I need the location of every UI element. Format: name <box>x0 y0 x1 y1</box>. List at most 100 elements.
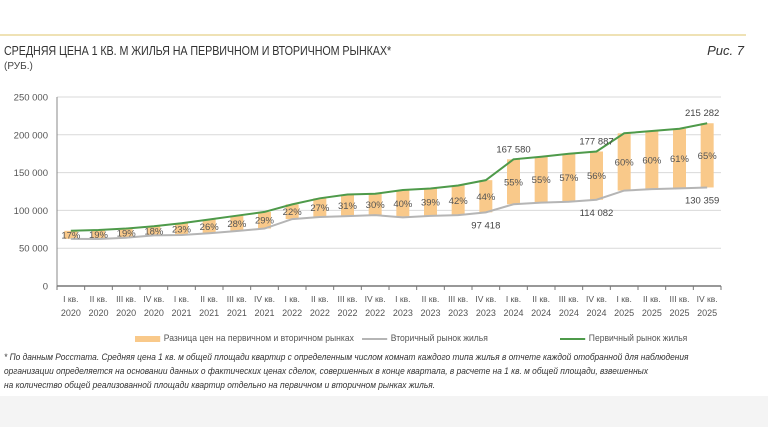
x-tick-label: II кв. <box>311 294 329 304</box>
legend-swatch-primary <box>560 337 586 340</box>
x-tick-label: IV кв. <box>365 294 386 304</box>
x-tick-label: I кв. <box>617 294 632 304</box>
legend-diff: Разница цен на первичном и вторичном рын… <box>135 333 354 344</box>
x-tick-label: 2024 <box>586 308 606 318</box>
x-tick-label: 2023 <box>393 308 413 318</box>
difference-label: 23% <box>172 225 192 236</box>
difference-label: 40% <box>393 199 413 210</box>
difference-label: 30% <box>366 200 386 211</box>
x-tick-label: 2020 <box>88 308 108 318</box>
difference-label: 60% <box>615 157 635 168</box>
footnote-line: на количество общей реализованной площад… <box>4 380 436 391</box>
difference-label: 26% <box>200 222 220 233</box>
x-tick-label: III кв. <box>337 294 357 304</box>
difference-label: 60% <box>642 156 662 167</box>
x-tick-label: IV кв. <box>697 294 718 304</box>
difference-bar <box>258 211 271 229</box>
top-divider <box>0 34 746 36</box>
footnote-line: * По данным Росстата. Средняя цена 1 кв.… <box>4 352 689 363</box>
difference-bar <box>175 223 188 235</box>
difference-label: 55% <box>504 177 524 188</box>
x-tick-label: I кв. <box>395 294 410 304</box>
difference-bar <box>507 159 520 205</box>
x-tick-label: I кв. <box>174 294 189 304</box>
legend-label-diff: Разница цен на первичном и вторичном рын… <box>163 333 354 344</box>
x-tick-label: 2024 <box>503 308 523 318</box>
x-tick-label: 2025 <box>642 308 662 318</box>
x-tick-label: IV кв. <box>475 294 496 304</box>
value-annotation: 167 580 <box>496 144 530 155</box>
footnote: * По данным Росстата. Средняя цена 1 кв.… <box>4 351 726 393</box>
x-tick-label: III кв. <box>448 294 468 304</box>
difference-bar <box>92 230 105 239</box>
difference-bar <box>147 226 161 236</box>
value-annotation: 97 418 <box>471 220 500 231</box>
x-tick-label: 2020 <box>61 308 81 318</box>
difference-bar <box>64 230 78 239</box>
chart: 0 50 000 100 000 150 000 200 000 250 000 I кв.… <box>14 93 722 318</box>
legend-label-primary: Первичный рынок жилья <box>588 333 688 344</box>
x-tick-label: II кв. <box>90 294 108 304</box>
difference-label: 19% <box>89 230 109 241</box>
x-tick-label: IV кв. <box>254 294 275 304</box>
difference-label: 39% <box>421 198 441 209</box>
difference-label: 28% <box>227 219 247 230</box>
difference-bar <box>396 189 410 218</box>
x-tick-label: III кв. <box>116 294 136 304</box>
x-tick-label: 2022 <box>282 308 302 318</box>
x-tick-label: 2025 <box>614 308 634 318</box>
difference-label: 42% <box>449 196 469 207</box>
x-tick-label: 2023 <box>476 308 496 318</box>
x-tick-label: 2025 <box>669 308 689 318</box>
x-tick-label: 2024 <box>559 308 579 318</box>
x-tick-label: 2023 <box>448 308 468 318</box>
x-tick-label: 2025 <box>697 308 717 318</box>
difference-bar <box>202 219 216 234</box>
x-tick-label: III кв. <box>669 294 689 304</box>
legend-primary: Первичный рынок жилья <box>560 333 687 344</box>
chart-unit: (РУБ.) <box>4 61 33 72</box>
difference-bar <box>673 128 686 189</box>
x-tick-label: II кв. <box>200 294 218 304</box>
x-tick-label: I кв. <box>285 294 300 304</box>
y-tick-label: 100 000 <box>14 206 48 217</box>
x-tick-label: II кв. <box>422 294 440 304</box>
x-tick-label: 2023 <box>420 308 440 318</box>
y-tick-label: 50 000 <box>19 244 48 255</box>
difference-bar <box>341 194 354 217</box>
difference-label: 18% <box>144 226 164 237</box>
x-tick-label: III кв. <box>559 294 579 304</box>
legend-label-secondary: Вторичный рынок жилья <box>390 333 488 344</box>
x-tick-label: I кв. <box>63 294 78 304</box>
difference-bar <box>479 180 493 213</box>
figure-number: Рис. 7 <box>707 43 744 58</box>
y-tick-label: 250 000 <box>14 93 48 104</box>
x-tick-label: 2021 <box>254 308 274 318</box>
difference-label: 29% <box>255 216 275 227</box>
legend-swatch-diff <box>135 335 161 342</box>
x-tick-label: 2022 <box>310 308 330 318</box>
figure-sheet <box>0 0 768 396</box>
x-tick-label: 2020 <box>116 308 136 318</box>
y-tick-label: 0 <box>43 282 48 293</box>
chart-title: СРЕДНЯЯ ЦЕНА 1 КВ. М ЖИЛЬЯ НА ПЕРВИЧНОМ … <box>4 44 392 58</box>
difference-label: 61% <box>670 154 690 165</box>
secondary-line <box>70 186 708 240</box>
difference-label: 55% <box>532 175 552 186</box>
value-annotation: 177 887 <box>579 137 613 148</box>
difference-bar <box>313 198 327 217</box>
difference-label: 17% <box>61 230 81 241</box>
y-tick-label: 200 000 <box>14 130 48 141</box>
difference-bar <box>562 153 576 202</box>
difference-label: 31% <box>338 201 358 212</box>
difference-label: 57% <box>559 173 579 184</box>
y-tick-label: 150 000 <box>14 168 48 179</box>
x-tick-label: III кв. <box>227 294 247 304</box>
x-tick-label: I кв. <box>506 294 521 304</box>
x-tick-label: IV кв. <box>143 294 164 304</box>
x-tick-label: 2021 <box>227 308 247 318</box>
difference-bar <box>534 156 548 203</box>
value-annotation: 130 359 <box>685 195 719 206</box>
x-tick-label: 2021 <box>171 308 191 318</box>
difference-label: 27% <box>310 203 330 214</box>
